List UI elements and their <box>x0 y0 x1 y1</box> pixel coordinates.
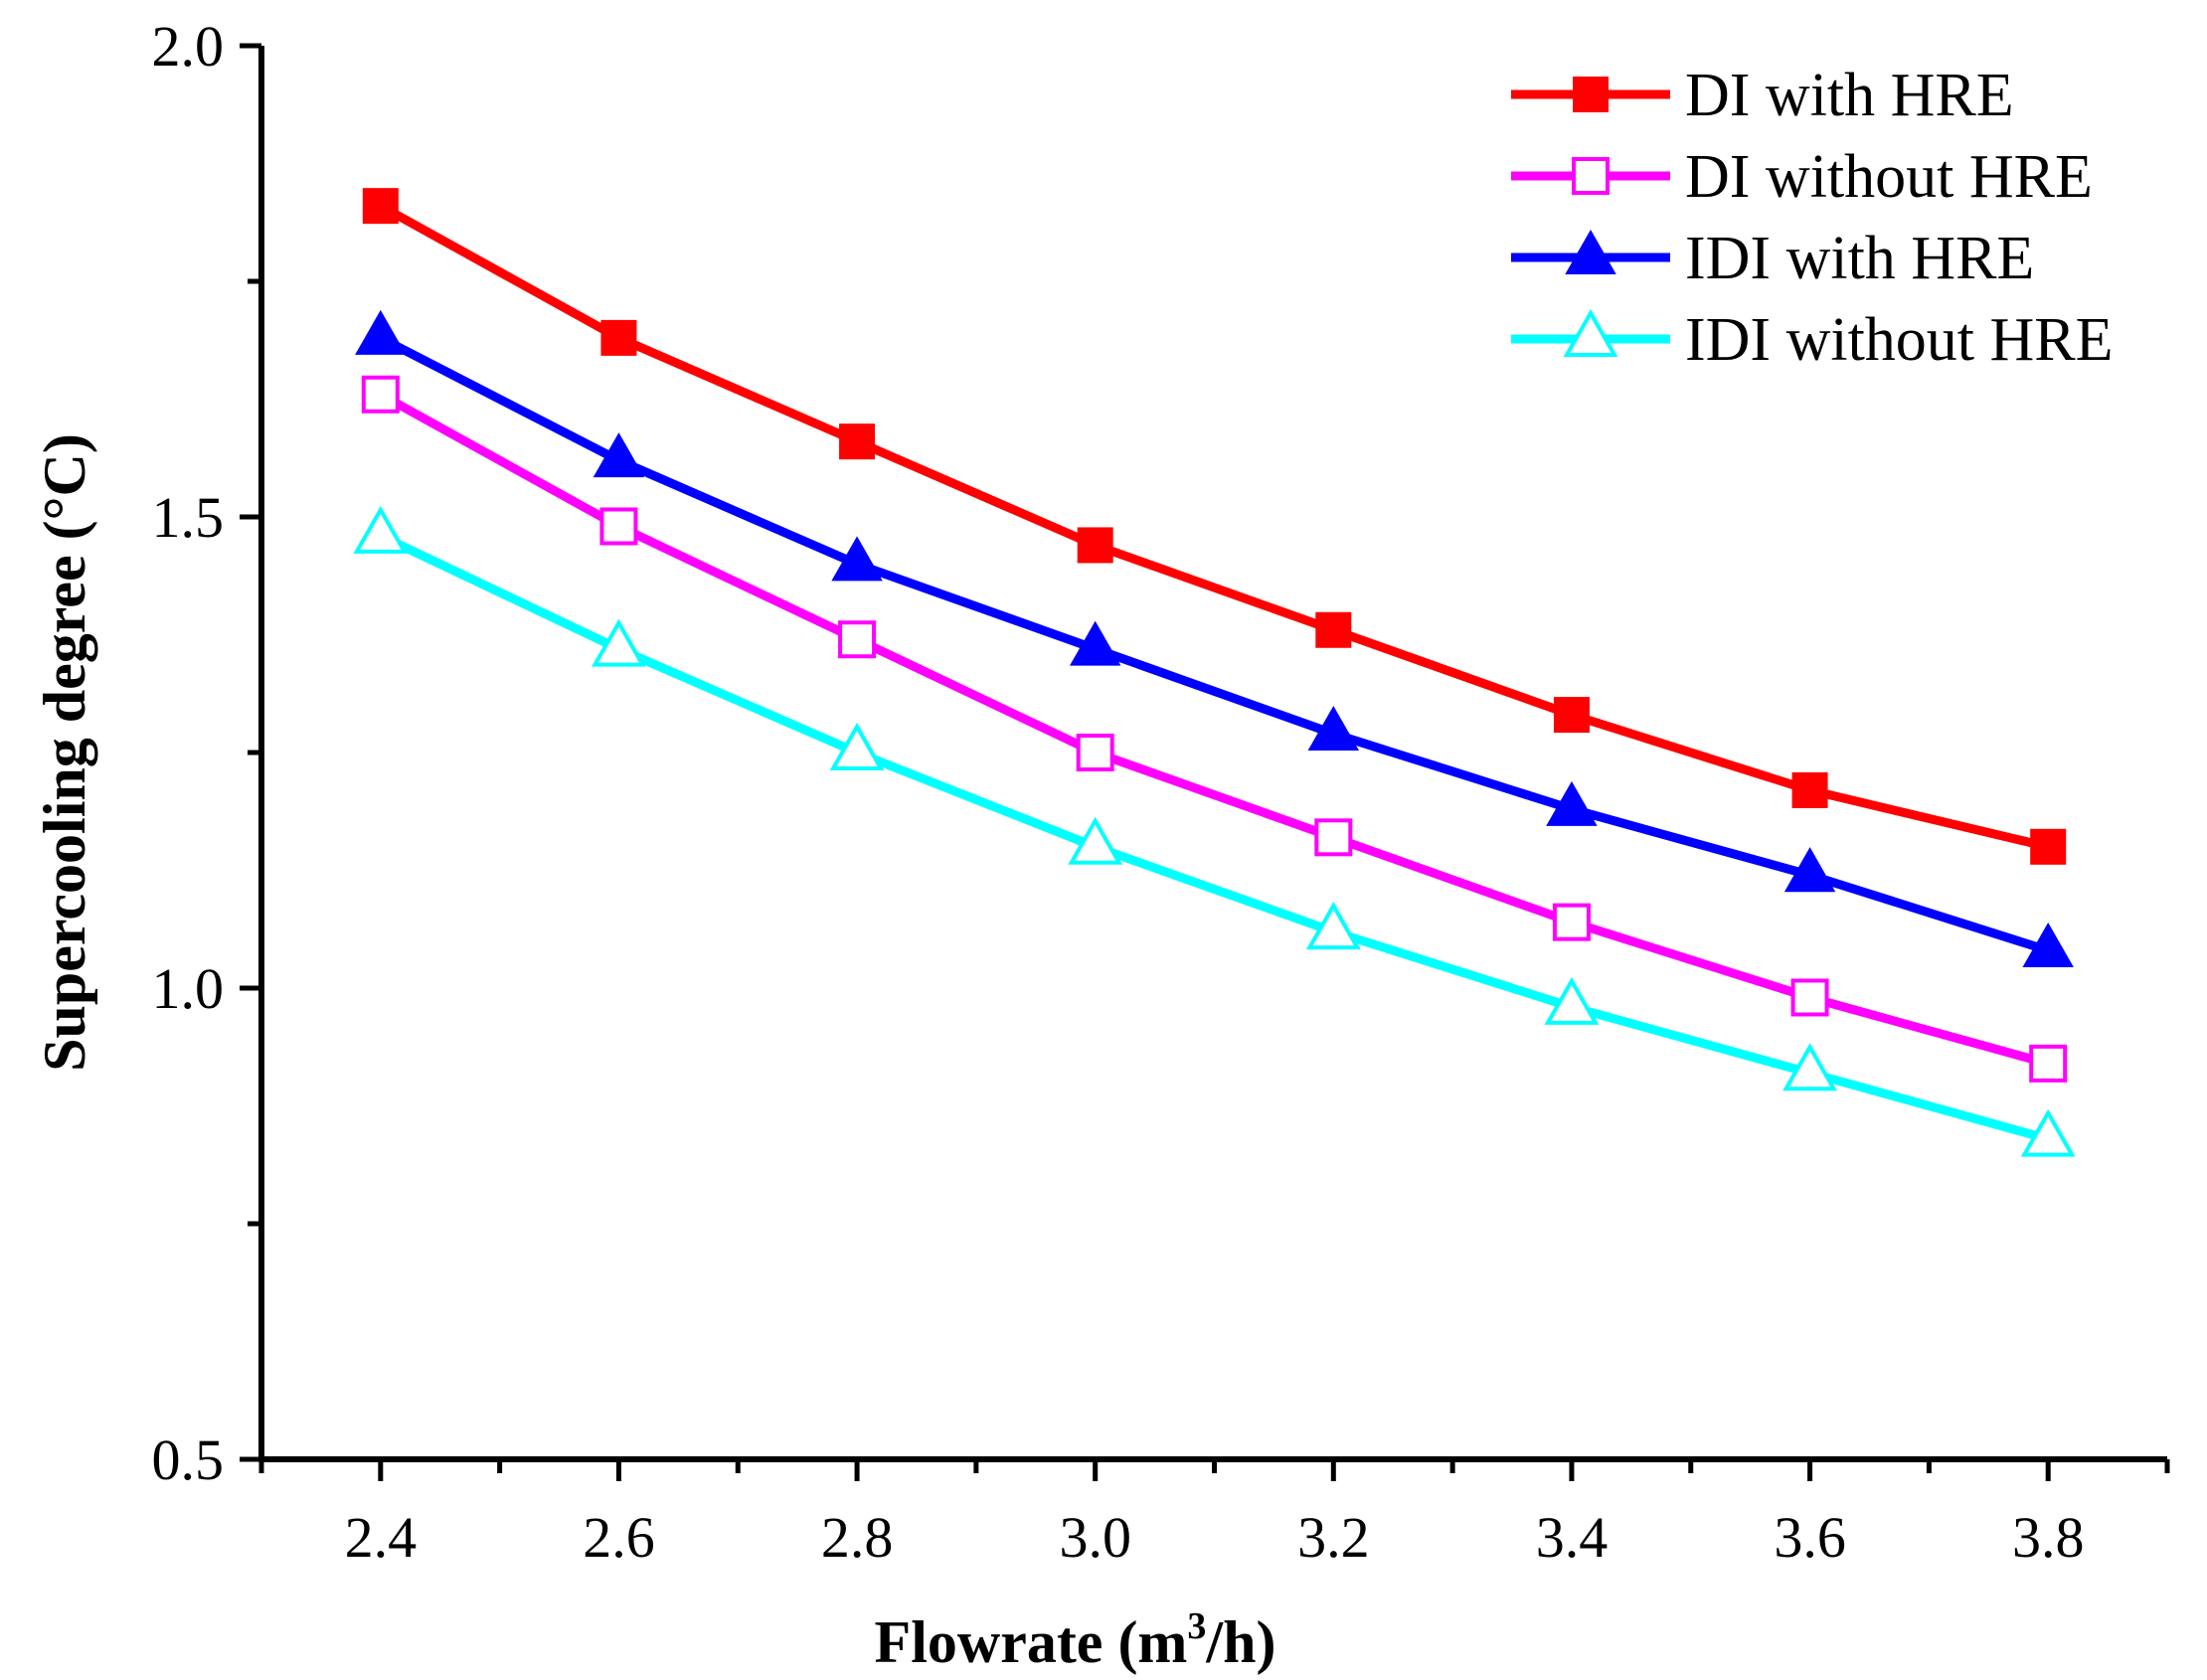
data-point <box>1783 847 1836 893</box>
data-point <box>2029 1044 2068 1083</box>
x-tick-label: 3.2 <box>1297 1505 1370 1570</box>
data-point <box>1790 978 1829 1017</box>
data-point <box>1068 816 1123 865</box>
axes-layer: 0.5 1.0 1.5 2.0 2.4 2.6 2.8 3.0 3.2 3.4 3.6 3.8 <box>152 14 2170 1570</box>
data-point <box>1552 903 1591 941</box>
legend-marker <box>1573 77 1609 112</box>
legend-label: IDI with HRE <box>1685 225 2034 292</box>
data-point <box>1544 976 1600 1025</box>
series-line <box>378 531 2050 1144</box>
data-point <box>831 536 883 582</box>
data-point <box>1076 734 1114 771</box>
data-point <box>593 432 645 478</box>
data-point <box>361 375 400 414</box>
x-tick-label: 2.6 <box>583 1505 655 1570</box>
x-axis-title-end: /h) <box>1205 1609 1275 1675</box>
x-tick-label: 3.0 <box>1059 1505 1131 1570</box>
series-line <box>378 333 2050 955</box>
legend-item: DI with HRE <box>1511 62 2014 129</box>
data-point <box>355 309 407 355</box>
legend-label: DI without HRE <box>1685 143 2093 211</box>
series-4 <box>353 505 2076 1157</box>
legend-marker <box>1572 157 1610 195</box>
data-point <box>838 620 877 659</box>
data-point <box>1791 771 1828 808</box>
x-axis-title-main: Flowrate (m <box>875 1609 1188 1675</box>
x-tick-label: 3.8 <box>2012 1505 2085 1570</box>
data-point <box>1314 818 1353 857</box>
y-axis-title: Supercooling degree (°C) <box>32 433 97 1072</box>
x-tick-label: 2.8 <box>821 1505 894 1570</box>
data-point <box>1783 1043 1838 1092</box>
data-point <box>839 423 876 460</box>
legend-item: DI without HRE <box>1511 143 2093 211</box>
data-point <box>2022 923 2074 968</box>
legend: DI with HRE DI without HRE IDI with HRE IDI… <box>1511 62 2114 374</box>
legend-label: IDI without HRE <box>1685 306 2114 374</box>
x-tick-label: 3.6 <box>1774 1505 1846 1570</box>
legend-marker <box>1563 308 1618 357</box>
series-3 <box>355 309 2074 968</box>
data-point <box>1315 611 1352 648</box>
series-layer <box>353 188 2076 1157</box>
x-axis-title: Flowrate (m3/h) <box>875 1605 1276 1675</box>
x-axis-title-superscript: 3 <box>1187 1605 1206 1647</box>
data-point <box>2030 828 2067 865</box>
y-tick-label: 1.0 <box>152 956 225 1021</box>
series-line <box>378 202 2050 852</box>
legend-marker <box>1565 229 1616 274</box>
x-tick-label: 2.4 <box>345 1505 418 1570</box>
series-2 <box>361 375 2068 1083</box>
data-point <box>362 188 399 225</box>
data-point <box>600 319 637 356</box>
y-tick-label: 0.5 <box>152 1428 225 1492</box>
data-point <box>1546 780 1598 826</box>
legend-label: DI with HRE <box>1685 62 2014 129</box>
data-point <box>591 618 646 667</box>
series-line <box>378 390 2050 1069</box>
legend-item: IDI with HRE <box>1511 225 2034 292</box>
data-point <box>1069 620 1121 666</box>
legend-item: IDI without HRE <box>1511 306 2114 374</box>
data-point <box>2020 1108 2076 1157</box>
data-point <box>353 505 409 554</box>
data-point <box>829 722 885 770</box>
data-point <box>1553 697 1590 734</box>
data-point <box>1077 527 1113 564</box>
series-1 <box>362 188 2067 865</box>
data-point <box>1307 705 1360 751</box>
data-point <box>1305 902 1361 950</box>
y-tick-label: 1.5 <box>152 485 225 550</box>
y-tick-label: 2.0 <box>152 14 225 79</box>
data-point <box>599 507 638 546</box>
x-tick-label: 3.4 <box>1536 1505 1609 1570</box>
